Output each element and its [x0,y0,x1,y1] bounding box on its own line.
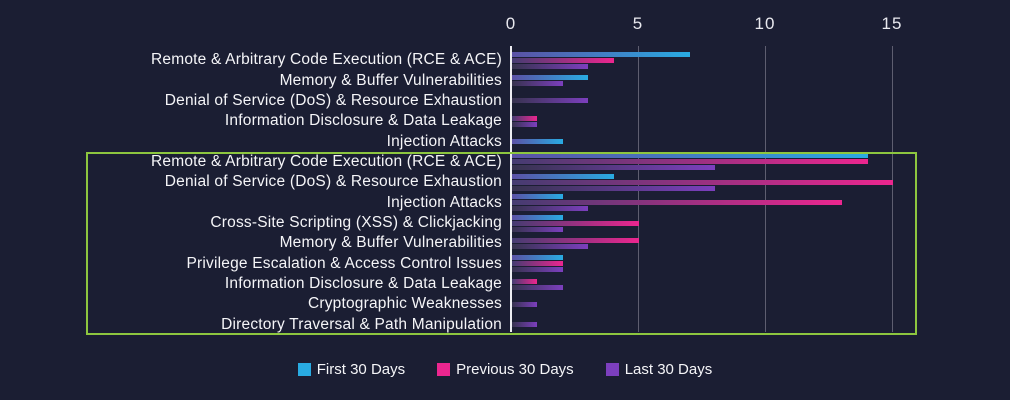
category-row: Remote & Arbitrary Code Execution (RCE &… [0,152,1010,172]
bar-previous-30-days [512,200,843,206]
category-label: Denial of Service (DoS) & Resource Exhau… [164,91,502,109]
bar-first-30-days [512,51,690,57]
category-row: Injection Attacks [0,131,1010,151]
bar-group [512,75,1010,87]
category-label: Remote & Arbitrary Code Execution (RCE &… [151,51,502,69]
y-axis-line [510,46,512,332]
legend-swatch-icon [297,363,311,376]
bar-first-30-days [512,153,868,159]
bar-previous-30-days [512,237,639,243]
category-row: Memory & Buffer Vulnerabilities [0,70,1010,90]
category-row: Injection Attacks [0,193,1010,213]
category-label: Directory Traversal & Path Manipulation [221,315,502,333]
bar-last-30-days [512,322,538,328]
bar-group [512,255,1010,273]
legend-swatch-icon [605,363,619,376]
gridline-10 [765,46,766,332]
bar-last-30-days [512,81,563,87]
gridline-15 [892,46,893,332]
category-label: Information Disclosure & Data Leakage [224,275,502,293]
bar-group [512,98,1010,104]
bar-group [512,51,1010,69]
category-label: Injection Attacks [386,193,502,211]
category-rows: Remote & Arbitrary Code Execution (RCE &… [0,50,1010,335]
bar-last-30-days [512,185,716,191]
bar-group [512,237,1010,249]
category-row: Cryptographic Weaknesses [0,294,1010,314]
bar-first-30-days [512,139,563,145]
bar-first-30-days [512,75,589,81]
category-row: Denial of Service (DoS) & Resource Exhau… [0,172,1010,192]
bar-last-30-days [512,267,563,273]
x-tick-label: 5 [632,14,644,33]
bar-first-30-days [512,194,563,200]
bar-last-30-days [512,165,716,171]
bar-group [512,139,1010,145]
category-label: Denial of Service (DoS) & Resource Exhau… [164,173,502,191]
bar-group [512,278,1010,290]
bar-first-30-days [512,173,614,179]
category-row: Remote & Arbitrary Code Execution (RCE &… [0,50,1010,70]
bar-group [512,322,1010,328]
bar-last-30-days [512,98,589,104]
category-label: Memory & Buffer Vulnerabilities [279,234,502,252]
legend-item: Previous 30 Days [437,361,574,378]
bar-previous-30-days [512,159,868,165]
bar-last-30-days [512,301,538,307]
category-row: Information Disclosure & Data Leakage [0,111,1010,131]
bar-last-30-days [512,243,589,249]
category-row: Denial of Service (DoS) & Resource Exhau… [0,91,1010,111]
bar-last-30-days [512,284,563,290]
category-row: Cross-Site Scripting (XSS) & Clickjackin… [0,213,1010,233]
bar-group [512,301,1010,307]
category-label: Injection Attacks [386,132,502,150]
bar-group [512,153,1010,171]
legend-label: Last 30 Days [624,361,713,378]
legend-label: First 30 Days [316,361,406,378]
bar-previous-30-days [512,115,538,121]
bar-previous-30-days [512,261,563,267]
bar-group [512,115,1010,127]
category-label: Remote & Arbitrary Code Execution (RCE &… [151,152,502,170]
category-row: Memory & Buffer Vulnerabilities [0,233,1010,253]
bar-previous-30-days [512,179,893,185]
legend: First 30 Days Previous 30 Days Last 30 Day… [0,361,1010,378]
category-label: Memory & Buffer Vulnerabilities [279,71,502,89]
x-tick-label: 10 [754,14,776,33]
legend-item: Last 30 Days [605,361,713,378]
category-row: Information Disclosure & Data Leakage [0,274,1010,294]
bar-last-30-days [512,63,589,69]
category-label: Cross-Site Scripting (XSS) & Clickjackin… [210,214,502,232]
category-row: Privilege Escalation & Access Control Is… [0,254,1010,274]
category-label: Privilege Escalation & Access Control Is… [186,254,502,272]
bar-first-30-days [512,214,563,220]
bar-last-30-days [512,206,589,212]
bar-previous-30-days [512,220,639,226]
bar-first-30-days [512,255,563,261]
x-tick-label: 15 [881,14,903,33]
bar-last-30-days [512,121,538,127]
bar-group [512,173,1010,191]
bar-group [512,214,1010,232]
bar-last-30-days [512,226,563,232]
x-tick-label: 0 [505,14,517,33]
category-label: Cryptographic Weaknesses [307,295,502,313]
bar-previous-30-days [512,57,614,63]
legend-swatch-icon [437,363,451,376]
legend-label: Previous 30 Days [456,361,574,378]
legend-item: First 30 Days [297,361,406,378]
category-label: Information Disclosure & Data Leakage [224,112,502,130]
bar-previous-30-days [512,278,538,284]
bar-group [512,194,1010,212]
category-row: Directory Traversal & Path Manipulation [0,315,1010,335]
